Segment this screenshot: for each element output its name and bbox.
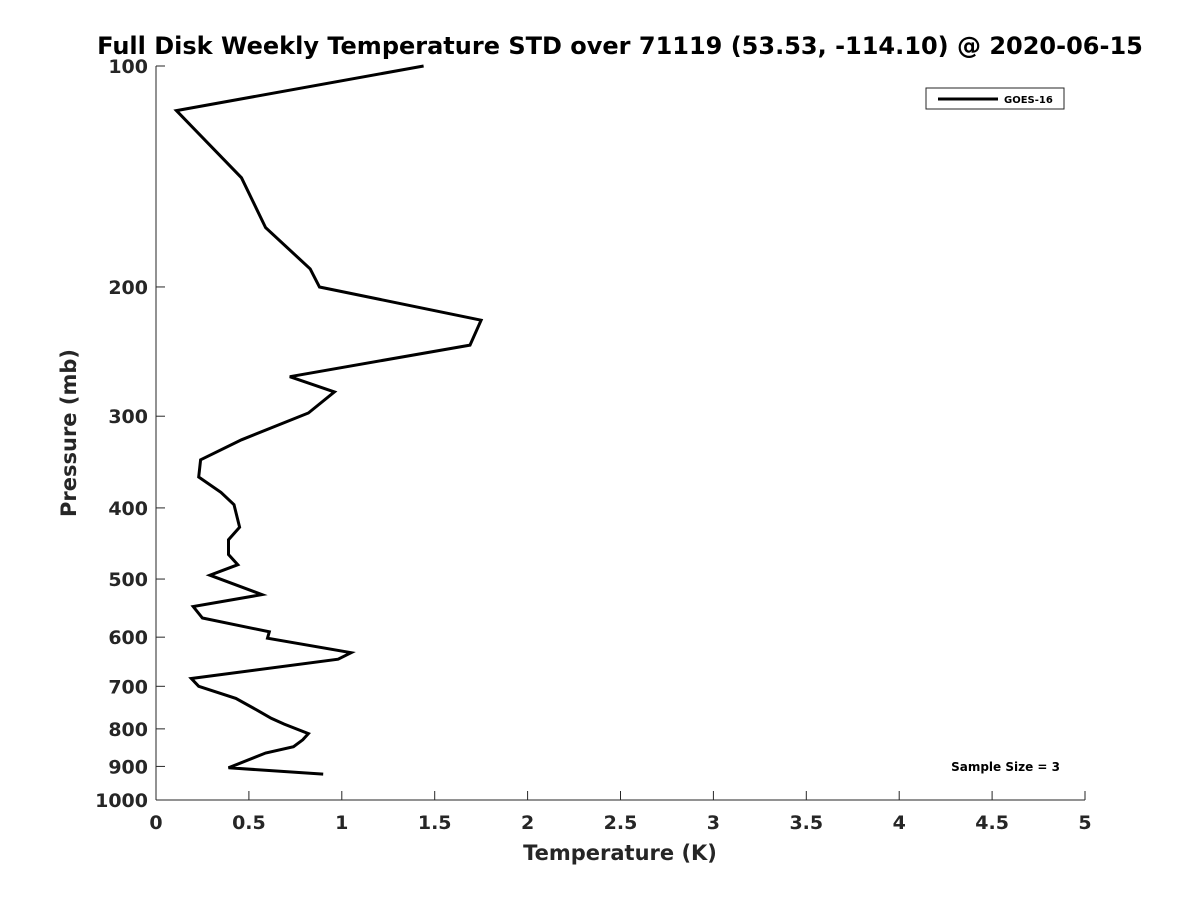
x-tick-label: 3 bbox=[707, 812, 720, 834]
y-axis-ticks: 100 200 300 400 500 600 700 800 900 1000 bbox=[95, 56, 165, 812]
x-axis-label: Temperature (K) bbox=[523, 841, 717, 865]
series-layer bbox=[173, 64, 484, 776]
x-tick-label: 0 bbox=[149, 812, 162, 834]
x-tick-label: 0.5 bbox=[232, 812, 266, 834]
x-axis-ticks: 0 0.5 1 1.5 2 2.5 3 3.5 4 4.5 5 bbox=[149, 791, 1092, 834]
legend: GOES-16 bbox=[925, 87, 1065, 110]
x-tick-label: 4 bbox=[893, 812, 906, 834]
y-tick-label: 200 bbox=[108, 277, 148, 299]
x-tick-label: 3.5 bbox=[789, 812, 823, 834]
y-tick-label: 600 bbox=[108, 627, 148, 649]
x-tick-label: 2 bbox=[521, 812, 534, 834]
y-tick-label: 800 bbox=[108, 719, 148, 741]
y-tick-label: 500 bbox=[108, 569, 148, 591]
x-tick-label: 1.5 bbox=[418, 812, 452, 834]
sample-size-annotation: Sample Size = 3 bbox=[951, 760, 1060, 774]
y-tick-label: 1000 bbox=[95, 790, 148, 812]
x-tick-label: 4.5 bbox=[975, 812, 1009, 834]
y-tick-label: 300 bbox=[108, 406, 148, 428]
y-tick-label: 100 bbox=[108, 56, 148, 78]
series-line-goes-16 bbox=[173, 64, 484, 776]
x-tick-label: 1 bbox=[335, 812, 348, 834]
y-tick-label: 700 bbox=[108, 676, 148, 698]
y-tick-label: 400 bbox=[108, 498, 148, 520]
y-axis-label: Pressure (mb) bbox=[57, 349, 81, 517]
chart-title: Full Disk Weekly Temperature STD over 71… bbox=[97, 32, 1143, 60]
y-tick-label: 900 bbox=[108, 756, 148, 778]
x-tick-label: 5 bbox=[1078, 812, 1091, 834]
x-tick-label: 2.5 bbox=[604, 812, 638, 834]
legend-entry-label: GOES-16 bbox=[1004, 95, 1053, 106]
